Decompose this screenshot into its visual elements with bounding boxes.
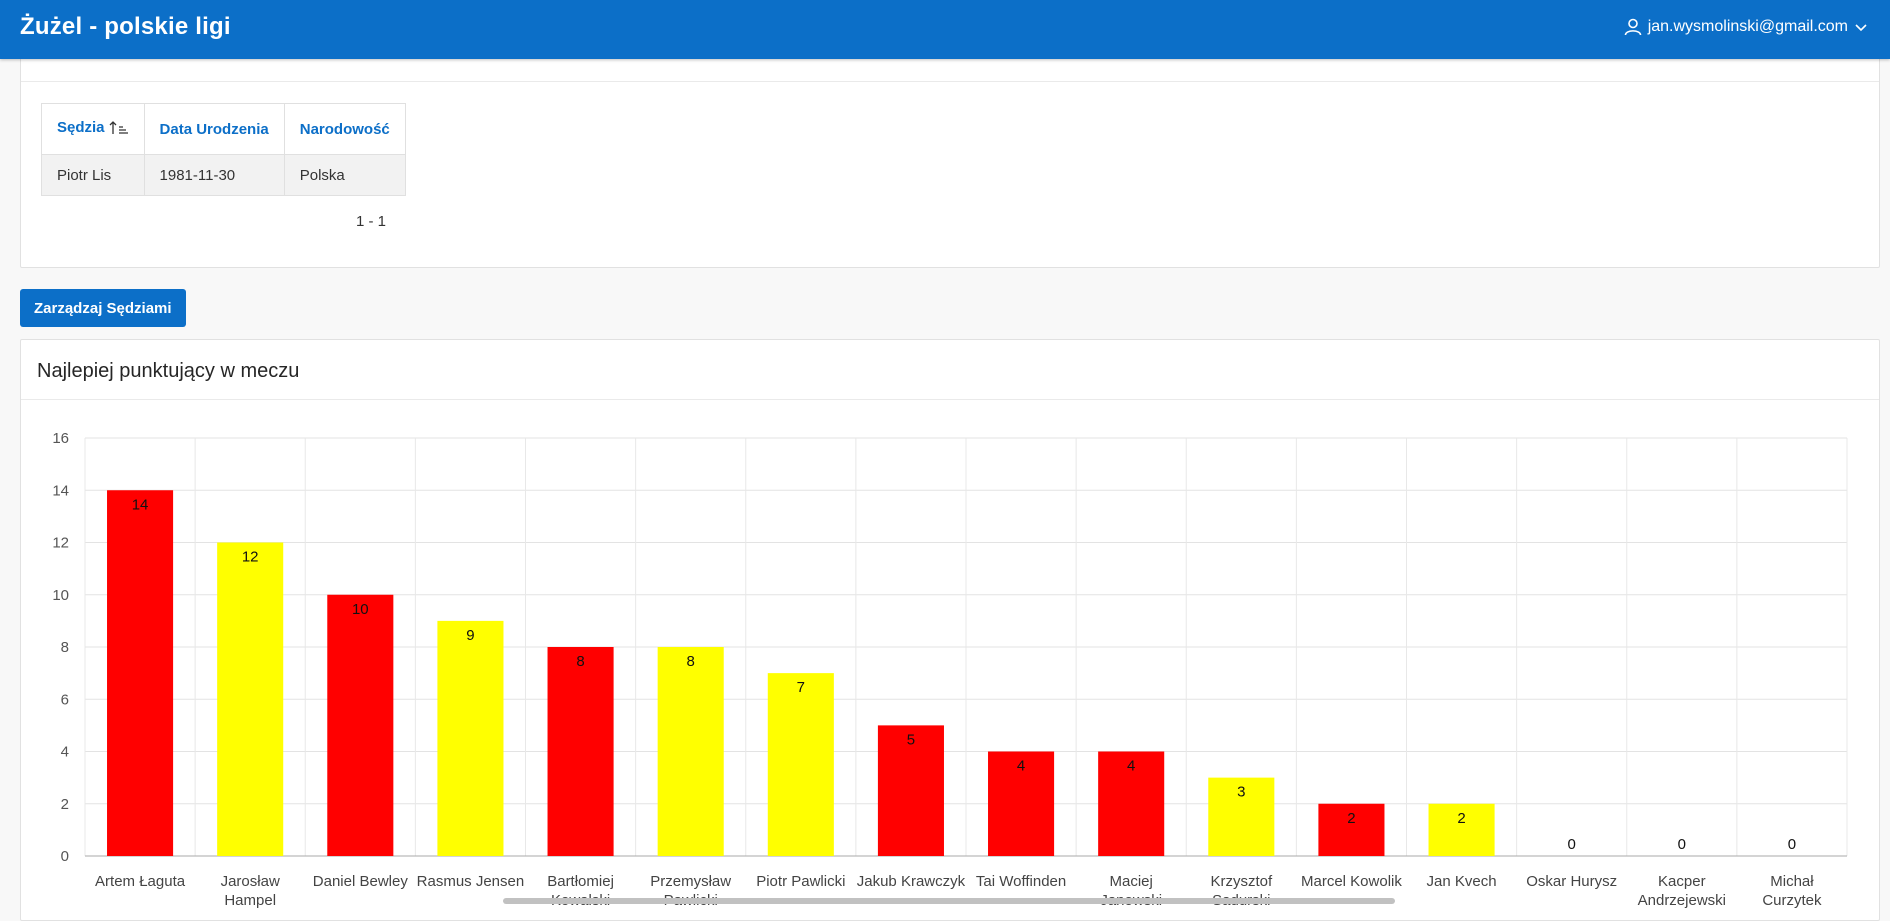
referee-name-cell: Piotr Lis <box>41 154 145 196</box>
bar <box>988 751 1055 856</box>
data-label: 2 <box>1457 810 1465 827</box>
manage-referees-button[interactable]: Zarządzaj Sędziami <box>20 289 186 327</box>
category-label: Jarosław Hampel <box>221 873 280 909</box>
category-label: Jakub Krawczyk <box>857 873 966 890</box>
y-tick-label: 6 <box>61 691 69 708</box>
bar <box>767 673 834 856</box>
nationality-cell: Polska <box>283 154 406 196</box>
horizontal-scrollbar[interactable] <box>503 898 1395 904</box>
bar <box>1428 803 1495 856</box>
data-label: 3 <box>1237 784 1245 801</box>
referees-table: Sędzia Data Urodzenia Narodowość Piotr L… <box>41 103 406 196</box>
table-row: Piotr Lis 1981-11-30 Polska <box>41 154 406 196</box>
pagination-range: 1 - 1 <box>356 213 387 230</box>
category-label: Daniel Bewley <box>313 873 409 890</box>
column-header-birth-date[interactable]: Data Urodzenia <box>143 103 285 155</box>
category-label: Michał Curzytek <box>1762 873 1822 909</box>
bar-chart: 0 2 4 6 8 10 12 14 16 14 Artem Łaguta 12 Jarosław Ham… <box>52 430 1848 909</box>
user-email: jan.wysmolinski@gmail.com <box>1647 18 1848 35</box>
category-label: Jan Kvech <box>1427 873 1497 890</box>
app-header: Żużel - polskie ligi jan.wysmolinski@gma… <box>0 0 1890 59</box>
data-label: 0 <box>1568 836 1576 853</box>
sort-ascending-icon <box>109 121 129 139</box>
bar <box>1098 751 1165 856</box>
data-label: 4 <box>1017 758 1025 775</box>
data-label: 4 <box>1127 758 1135 775</box>
data-label: 9 <box>466 627 474 644</box>
birth-date-cell: 1981-11-30 <box>143 154 285 196</box>
bar <box>657 647 724 856</box>
chart-region: Najlepiej punktujący w meczu 0 2 4 6 8 10 12 14… <box>20 339 1880 921</box>
category-label: Artem Łaguta <box>95 873 186 890</box>
y-tick-label: 14 <box>52 482 69 499</box>
user-icon <box>1624 18 1642 36</box>
user-menu[interactable]: jan.wysmolinski@gmail.com <box>1624 18 1868 36</box>
data-label: 14 <box>132 496 149 513</box>
bar <box>1318 803 1385 856</box>
category-label: Tai Woffinden <box>976 873 1066 890</box>
chart-section-title: Najlepiej punktujący w meczu <box>37 360 300 382</box>
y-tick-label: 8 <box>61 639 69 656</box>
data-label: 7 <box>797 679 805 696</box>
data-label: 8 <box>576 653 584 670</box>
category-label: Marcel Kowolik <box>1301 873 1402 890</box>
category-label: Rasmus Jensen <box>417 873 525 890</box>
y-tick-label: 12 <box>52 535 69 552</box>
data-label: 0 <box>1678 836 1686 853</box>
data-label: 12 <box>242 549 259 566</box>
bar <box>877 725 944 856</box>
region-divider <box>21 399 1879 400</box>
data-label: 5 <box>907 731 915 748</box>
data-label: 8 <box>687 653 695 670</box>
column-header-nationality[interactable]: Narodowość <box>283 103 406 155</box>
category-label: Piotr Pawlicki <box>756 873 845 890</box>
bar <box>547 647 614 856</box>
y-tick-label: 10 <box>52 587 69 604</box>
bar <box>107 490 174 856</box>
y-tick-label: 16 <box>52 430 69 447</box>
bar <box>327 594 394 856</box>
column-header-referee[interactable]: Sędzia <box>41 103 145 155</box>
y-tick-label: 0 <box>61 848 69 865</box>
referees-region: Sędzia Data Urodzenia Narodowość Piotr L… <box>20 40 1880 268</box>
chevron-down-icon <box>1854 20 1868 34</box>
data-label: 2 <box>1347 810 1355 827</box>
bar <box>437 620 504 856</box>
data-label: 0 <box>1788 836 1796 853</box>
category-label: Kacper Andrzejewski <box>1638 873 1726 909</box>
y-tick-label: 4 <box>61 744 69 761</box>
category-label: Oskar Hurysz <box>1526 873 1617 890</box>
data-label: 10 <box>352 601 369 618</box>
region-divider <box>21 81 1879 82</box>
bar <box>217 542 284 856</box>
y-tick-label: 2 <box>61 796 69 813</box>
bar <box>1208 777 1275 856</box>
app-title[interactable]: Żużel - polskie ligi <box>20 13 231 40</box>
